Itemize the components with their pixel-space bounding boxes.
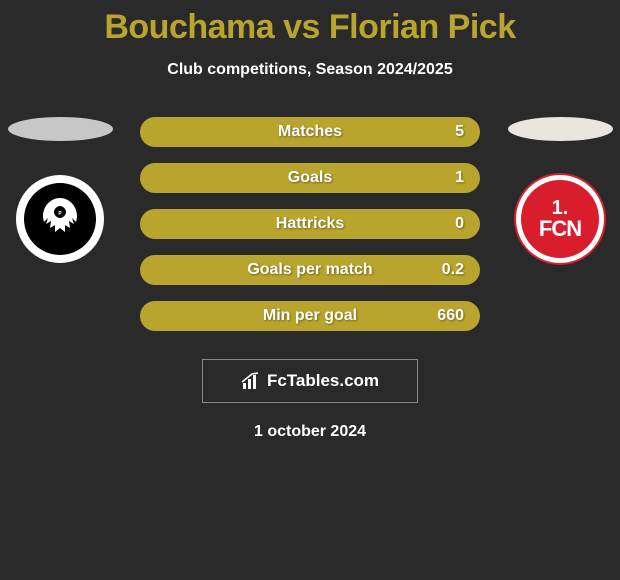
stat-label: Goals bbox=[288, 169, 332, 187]
stat-row: 0.2 Goals per match bbox=[140, 255, 480, 285]
player-left-photo-placeholder bbox=[8, 117, 113, 141]
club-right-text-top: 1. bbox=[552, 198, 569, 218]
stat-row: 5 Matches bbox=[140, 117, 480, 147]
club-badge-right: 1. FCN bbox=[516, 175, 604, 263]
watermark: FcTables.com bbox=[202, 359, 418, 403]
stat-row: 1 Goals bbox=[140, 163, 480, 193]
stat-right-value: 0.2 bbox=[442, 261, 464, 279]
stat-row: 660 Min per goal bbox=[140, 301, 480, 331]
stats-list: 5 Matches 1 Goals 0 Hattricks 0.2 Goals … bbox=[140, 117, 480, 331]
stat-label: Hattricks bbox=[276, 215, 344, 233]
content-area: P 1. FCN 5 Matches 1 Goals bbox=[0, 117, 620, 441]
club-badge-left: P bbox=[16, 175, 104, 263]
stat-right-value: 1 bbox=[455, 169, 464, 187]
stat-right-value: 660 bbox=[437, 307, 464, 325]
stat-label: Matches bbox=[278, 123, 342, 141]
stat-label: Goals per match bbox=[247, 261, 372, 279]
stat-label: Min per goal bbox=[263, 307, 357, 325]
bar-chart-icon bbox=[241, 371, 261, 391]
watermark-text: FcTables.com bbox=[267, 371, 379, 391]
player-right-photo-placeholder bbox=[508, 117, 613, 141]
comparison-title: Bouchama vs Florian Pick bbox=[0, 0, 620, 47]
stat-row: 0 Hattricks bbox=[140, 209, 480, 239]
player-left-column: P bbox=[0, 117, 120, 263]
player-right-column: 1. FCN bbox=[500, 117, 620, 263]
comparison-subtitle: Club competitions, Season 2024/2025 bbox=[0, 61, 620, 79]
stat-right-value: 5 bbox=[455, 123, 464, 141]
stat-right-value: 0 bbox=[455, 215, 464, 233]
eagle-emblem-icon: P bbox=[24, 183, 96, 255]
club-right-text-bottom: FCN bbox=[539, 218, 581, 240]
date-label: 1 october 2024 bbox=[0, 423, 620, 441]
